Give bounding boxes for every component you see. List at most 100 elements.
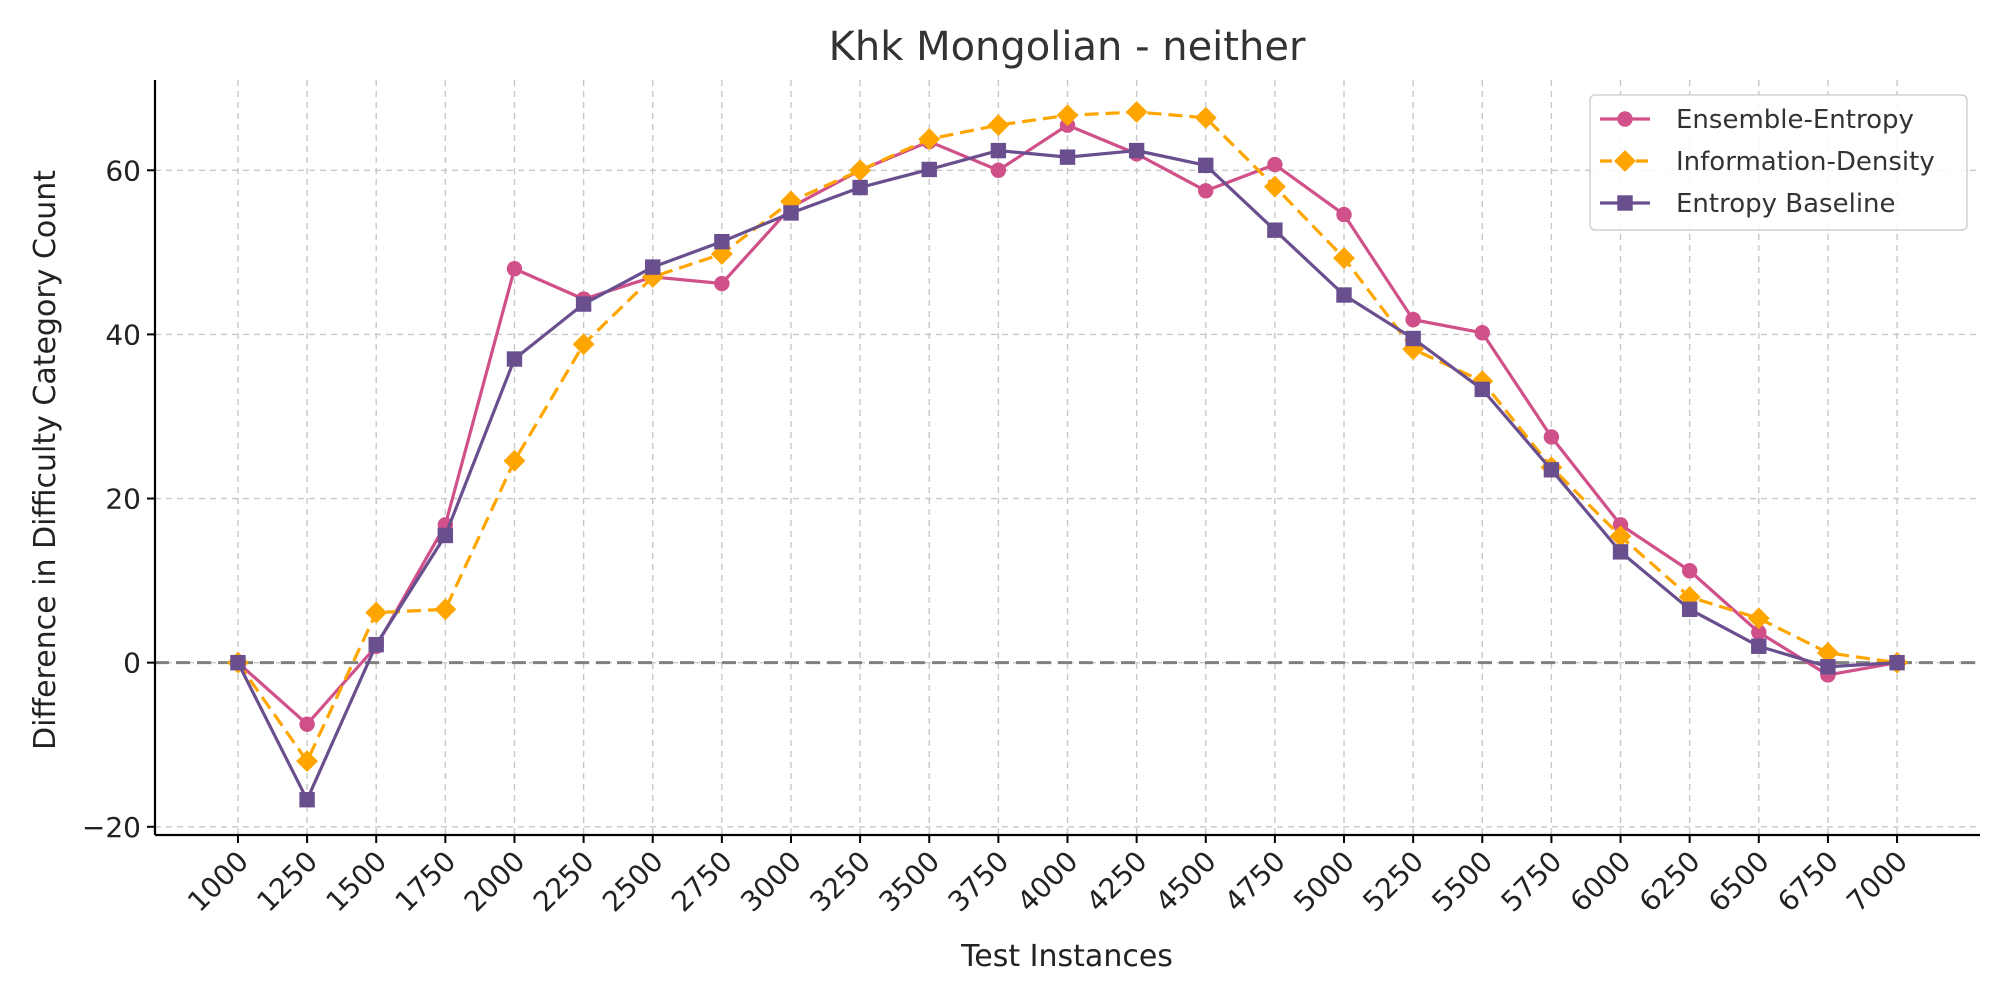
data-point bbox=[1336, 206, 1352, 223]
data-point bbox=[987, 114, 1010, 137]
x-tick-label: 1250 bbox=[250, 845, 324, 919]
y-tick-label: 20 bbox=[105, 483, 141, 516]
data-point bbox=[1059, 149, 1076, 165]
legend: Ensemble-Entropy Information-Density Entro… bbox=[1589, 94, 1968, 231]
data-point bbox=[503, 449, 526, 472]
x-tick-label: 4750 bbox=[1218, 845, 1292, 919]
data-point bbox=[1267, 156, 1283, 173]
x-tick-label: 3250 bbox=[803, 845, 877, 919]
data-point bbox=[1751, 638, 1767, 654]
data-point bbox=[1198, 157, 1214, 174]
x-tick-label: 5500 bbox=[1425, 845, 1499, 919]
series-layer bbox=[227, 101, 1908, 808]
x-tick-labels: 1000125015001750200022502500275030003250… bbox=[181, 845, 1914, 919]
data-point bbox=[506, 351, 523, 367]
legend-label: Entropy Baseline bbox=[1676, 189, 1896, 219]
data-point bbox=[1612, 517, 1629, 533]
data-point bbox=[575, 296, 592, 312]
x-tick-label: 4250 bbox=[1080, 845, 1154, 919]
x-tick-label: 3750 bbox=[942, 845, 1016, 919]
data-point bbox=[1681, 563, 1698, 579]
data-point bbox=[1128, 142, 1145, 159]
data-point bbox=[714, 275, 730, 292]
y-tick-label: 60 bbox=[105, 154, 141, 187]
data-point bbox=[1125, 101, 1148, 123]
data-point bbox=[1816, 641, 1839, 664]
data-point bbox=[299, 792, 315, 808]
data-point bbox=[1056, 104, 1079, 127]
chart-title: Khk Mongolian - neither bbox=[829, 24, 1306, 70]
data-point bbox=[437, 527, 454, 544]
y-tick-label: 40 bbox=[105, 318, 141, 351]
x-tick-label: 6000 bbox=[1564, 845, 1638, 919]
data-point bbox=[921, 161, 937, 178]
data-point bbox=[1543, 462, 1560, 478]
x-tick-label: 1500 bbox=[319, 845, 393, 919]
data-point bbox=[1405, 330, 1421, 347]
x-tick-label: 6250 bbox=[1633, 845, 1707, 919]
legend-marker bbox=[1617, 195, 1633, 211]
data-point bbox=[296, 750, 319, 773]
x-tick-label: 5000 bbox=[1287, 845, 1361, 919]
x-tick-label: 5750 bbox=[1495, 845, 1569, 919]
legend-marker bbox=[1614, 150, 1636, 172]
x-tick-label: 4500 bbox=[1149, 845, 1223, 919]
x-tick-label: 4000 bbox=[1011, 845, 1085, 919]
data-point bbox=[572, 333, 595, 356]
data-point bbox=[990, 162, 1007, 178]
data-point bbox=[1194, 106, 1217, 129]
x-tick-label: 3500 bbox=[872, 845, 946, 919]
data-point bbox=[783, 205, 799, 221]
data-point bbox=[714, 233, 730, 250]
data-point bbox=[1612, 544, 1629, 560]
x-tick-label: 2500 bbox=[596, 845, 670, 919]
data-point bbox=[365, 601, 388, 624]
data-point bbox=[434, 598, 457, 621]
data-point bbox=[849, 159, 872, 182]
x-axis-label: Test Instances bbox=[960, 939, 1173, 974]
y-tick-label: 0 bbox=[123, 647, 141, 680]
data-point bbox=[1405, 311, 1421, 328]
x-tick-label: 6500 bbox=[1702, 845, 1776, 919]
series-information-density bbox=[227, 101, 1908, 773]
data-point bbox=[1747, 607, 1770, 630]
data-point bbox=[852, 179, 868, 196]
legend-item: Entropy Baseline bbox=[1600, 189, 1896, 219]
data-point bbox=[230, 654, 246, 671]
data-point bbox=[1609, 525, 1632, 548]
data-point bbox=[645, 259, 661, 275]
x-tick-label: 3000 bbox=[734, 845, 808, 919]
legend-item: Information-Density bbox=[1600, 147, 1935, 177]
y-tick-label: −20 bbox=[82, 811, 141, 844]
data-point bbox=[990, 142, 1007, 159]
data-point bbox=[1751, 624, 1767, 640]
y-tick-labels: −20 0 20 40 60 bbox=[82, 154, 141, 844]
x-tick-label: 2000 bbox=[458, 845, 532, 919]
series-entropy-baseline bbox=[230, 142, 1905, 808]
x-tick-label: 2250 bbox=[527, 845, 601, 919]
data-point bbox=[506, 261, 523, 277]
legend-marker bbox=[1617, 111, 1633, 127]
data-point bbox=[1820, 659, 1836, 675]
data-point bbox=[1267, 222, 1283, 238]
legend-label: Information-Density bbox=[1676, 147, 1935, 177]
data-point bbox=[1474, 325, 1490, 341]
data-point bbox=[1474, 381, 1490, 398]
data-point bbox=[1333, 247, 1355, 270]
x-tick-label: 7000 bbox=[1840, 845, 1914, 919]
y-axis-label: Difference in Difficulty Category Count bbox=[28, 170, 63, 750]
legend-box bbox=[1589, 94, 1968, 231]
x-tick-label: 6750 bbox=[1771, 845, 1845, 919]
x-tick-label: 1000 bbox=[181, 845, 255, 919]
data-point bbox=[1198, 183, 1214, 199]
data-point bbox=[299, 716, 315, 732]
x-tick-label: 2750 bbox=[665, 845, 739, 919]
data-point bbox=[1263, 175, 1286, 198]
data-point bbox=[918, 128, 941, 151]
data-point bbox=[1681, 601, 1698, 618]
data-point bbox=[368, 636, 384, 653]
data-point bbox=[1336, 287, 1352, 303]
data-point bbox=[1543, 429, 1560, 445]
